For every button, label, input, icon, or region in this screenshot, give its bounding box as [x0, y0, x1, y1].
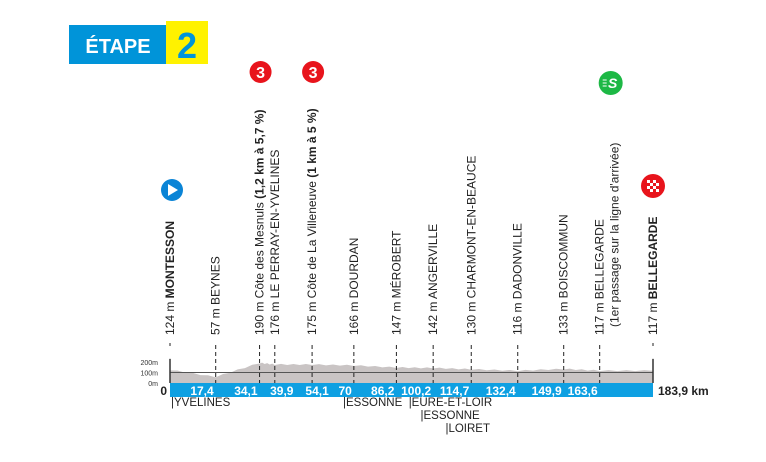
- place-name: Côte des Mesnuls: [253, 202, 267, 298]
- stage-word: ÉTAPE: [85, 35, 150, 58]
- km-label: 114,7: [440, 384, 470, 398]
- altitude-text: 116 m: [511, 299, 525, 335]
- place-name: LE PERRAY-EN-YVELINES: [268, 150, 282, 299]
- checkpoint-label: 175 m Côte de La Villeneuve (1 km à 5 %): [305, 108, 319, 335]
- altitude-text: 124 m: [163, 298, 177, 335]
- checkpoint-label: 124 m MONTESSON: [163, 221, 177, 335]
- climb-cat3-icon: 3: [302, 61, 325, 83]
- checker-square: [650, 189, 653, 192]
- checkpoint-label: 117 m BELLEGARDE: [646, 217, 660, 335]
- place-name: Côte de La Villeneuve: [305, 181, 319, 299]
- altitude-tick: 0m: [148, 381, 158, 388]
- place-name: ANGERVILLE: [426, 224, 440, 299]
- altitude-text: 130 m: [464, 298, 478, 335]
- climb-circle: [249, 61, 272, 83]
- place-name: BOISCOMMUN: [557, 214, 571, 298]
- checkpoint-label: 190 m Côte des Mesnuls (1,2 km à 5,7 %): [253, 110, 267, 335]
- climb-category: 3: [256, 65, 265, 82]
- climb-details: (1,2 km à 5,7 %): [253, 110, 267, 203]
- checker-square: [650, 183, 653, 186]
- department-label: |LOIRET: [445, 423, 490, 435]
- place-name: CHARMONT-EN-BEAUCE: [464, 156, 478, 299]
- department-label: |YVELINES: [171, 397, 231, 409]
- altitude-text: 176 m: [268, 298, 282, 335]
- checkpoint-label: 116 m DADONVILLE: [511, 223, 525, 335]
- checkpoint-label: 117 m BELLEGARDE: [593, 219, 607, 335]
- altitude-text: 57 m: [209, 305, 223, 335]
- km-label: 86,2: [371, 384, 395, 398]
- stage-number: 2: [177, 25, 197, 66]
- sprint-letter: S: [608, 75, 618, 91]
- stage-badge-yellow: [166, 21, 208, 64]
- place-name: BELLEGARDE: [646, 217, 660, 300]
- sprint-note: (1er passage sur la ligne d'arrivée): [608, 143, 622, 327]
- km-label: 34,1: [234, 384, 258, 398]
- stage-badge: ÉTAPE 2: [69, 21, 208, 66]
- place-name: BEYNES: [209, 256, 223, 305]
- place-name: DADONVILLE: [511, 223, 525, 299]
- stage-badge-blue: [69, 25, 169, 64]
- climb-cat3-icon: 3: [249, 61, 272, 83]
- km-label: 17,4: [190, 384, 214, 398]
- place-name: MONTESSON: [163, 221, 177, 298]
- km-label: 54,1: [305, 384, 329, 398]
- checker-square: [647, 180, 650, 183]
- start-icon: [161, 179, 183, 201]
- checkpoint-label: 133 m BOISCOMMUN: [557, 214, 571, 335]
- altitude-text: 166 m: [347, 298, 361, 335]
- checker-square: [656, 189, 659, 192]
- checkpoint-label: 142 m ANGERVILLE: [426, 224, 440, 335]
- altitude-text: 190 m: [253, 298, 267, 335]
- distance-bar: [170, 383, 653, 397]
- place-name: BELLEGARDE: [593, 219, 607, 299]
- altitude-text: 117 m: [593, 299, 607, 335]
- department-label: |EURE-ET-LOIR: [409, 397, 493, 409]
- sprint-icon: S: [598, 71, 623, 95]
- checkpoint-label: 147 m MÉROBERT: [388, 230, 403, 335]
- altitude-text: 147 m: [389, 298, 403, 335]
- km-label: 132,4: [486, 384, 516, 398]
- play-triangle: [168, 184, 178, 196]
- start-km-label: 0: [160, 384, 167, 398]
- km-label: 39,9: [270, 384, 294, 398]
- department-label: |ESSONNE: [343, 397, 403, 409]
- checkpoint-label: 176 m LE PERRAY-EN-YVELINES: [268, 150, 282, 335]
- sprint-circle: [598, 71, 623, 95]
- place-name: MÉROBERT: [388, 230, 403, 298]
- altitude-text: 117 m: [646, 299, 660, 335]
- climb-circle: [302, 61, 325, 83]
- km-label: 70: [338, 384, 352, 398]
- checkpoint-label: 130 m CHARMONT-EN-BEAUCE: [464, 156, 478, 335]
- checkpoint-label: 166 m DOURDAN: [347, 238, 361, 335]
- altitude-tick: 200m: [140, 360, 158, 367]
- climb-category: 3: [309, 65, 318, 82]
- checkpoint-label: 57 m BEYNES: [209, 256, 223, 335]
- end-km-label: 183,9 km: [658, 384, 709, 398]
- km-label: 100,2: [401, 384, 431, 398]
- finish-icon: [641, 174, 665, 198]
- km-label: 149,9: [532, 384, 562, 398]
- checker-square: [656, 183, 659, 186]
- altitude-text: 175 m: [305, 298, 319, 335]
- checker-square: [647, 186, 650, 189]
- altitude-tick: 100m: [140, 371, 158, 378]
- km-label: 163,6: [568, 384, 598, 398]
- altitude-text: 142 m: [426, 299, 440, 335]
- altitude-text: 133 m: [557, 298, 571, 335]
- checker-square: [653, 186, 656, 189]
- department-label: |ESSONNE: [421, 410, 481, 422]
- place-name: DOURDAN: [347, 238, 361, 299]
- checker-square: [653, 180, 656, 183]
- climb-details: (1 km à 5 %): [305, 108, 319, 181]
